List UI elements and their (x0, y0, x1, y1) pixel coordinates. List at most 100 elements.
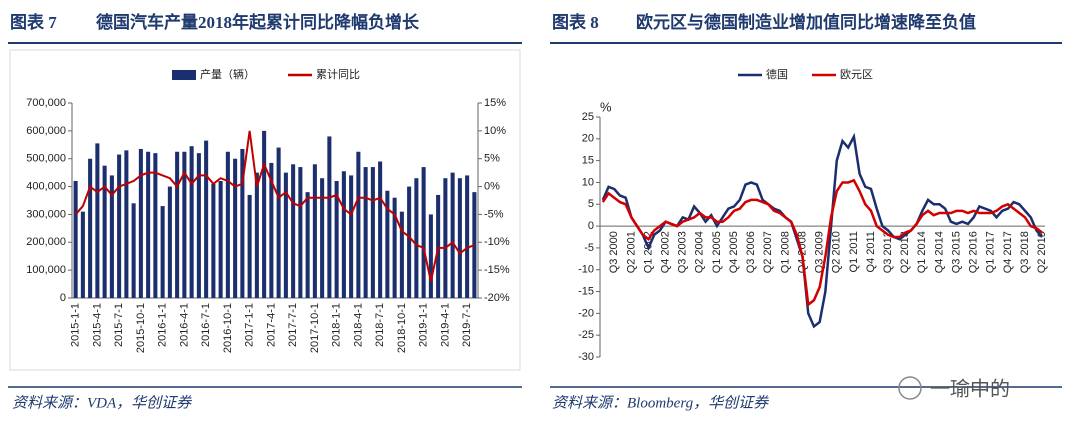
x-tick-label: 2018-4-1 (352, 303, 364, 347)
bar (153, 153, 158, 298)
x-tick-label: Q1 2011 (848, 231, 860, 272)
x-tick-label: Q2 2019 (1036, 231, 1048, 273)
bar (334, 181, 339, 298)
bar (465, 175, 470, 298)
x-tick-label: Q2 2004 (694, 231, 706, 273)
bar (421, 167, 426, 298)
bar (341, 171, 346, 298)
bar (305, 192, 310, 298)
source: 资料来源：VDA，华创证券 (12, 394, 192, 411)
x-tick-label: Q3 2018 (1019, 231, 1031, 273)
chart-frame (9, 49, 521, 371)
x-tick-label: 2016-1-1 (157, 303, 169, 347)
x-tick-label: 2017-4-1 (265, 303, 277, 347)
y-tick-label: -15% (484, 264, 510, 276)
y-tick-label: -20 (578, 307, 594, 319)
watermark: 一瑜中的 (930, 377, 1010, 401)
y-tick-label: 300,000 (26, 208, 66, 220)
x-tick-label: Q1 2005 (711, 231, 723, 273)
bar (428, 214, 433, 298)
line (601, 178, 1043, 307)
y-tick-label: -5 (584, 242, 594, 254)
figure-label: 图表 7 (10, 12, 57, 32)
bar (73, 181, 78, 298)
bar (182, 151, 187, 298)
line (74, 130, 475, 282)
bar (196, 153, 201, 298)
bar (254, 172, 259, 298)
bar (138, 148, 143, 298)
legend-label: 欧元区 (840, 68, 873, 81)
bar (269, 162, 274, 298)
y-tick-label: 15 (582, 155, 594, 167)
bar (399, 211, 404, 298)
bar (320, 178, 325, 298)
bar (443, 178, 448, 298)
bar (167, 186, 172, 298)
bar (370, 167, 375, 298)
bar (385, 190, 390, 298)
bar (247, 194, 252, 298)
bar (392, 197, 397, 298)
y-tick-label: 5 (588, 198, 594, 210)
x-tick-label: Q2 2001 (625, 231, 637, 273)
x-tick-label: 2017-7-1 (287, 303, 299, 347)
x-tick-label: 2018-7-1 (374, 303, 386, 347)
bar (211, 183, 216, 298)
x-tick-label: 2018-1-1 (331, 303, 343, 347)
y-tick-label: 400,000 (26, 180, 66, 192)
y-tick-label: 0% (484, 180, 500, 192)
y-tick-label: 700,000 (26, 97, 66, 109)
x-tick-label: Q1 2017 (985, 231, 997, 273)
bar (102, 165, 107, 298)
bar (356, 151, 361, 298)
bar (109, 175, 114, 298)
y-tick-label: 25 (582, 111, 594, 123)
x-tick-label: Q2 2007 (762, 231, 774, 273)
bar (175, 151, 180, 298)
x-tick-label: Q2 2013 (899, 231, 911, 273)
bar (363, 167, 368, 298)
x-tick-label: 2015-7-1 (113, 303, 125, 347)
x-tick-label: Q4 2002 (660, 231, 672, 273)
x-tick-label: Q3 2009 (814, 231, 826, 273)
y-tick-label: 100,000 (26, 264, 66, 276)
bar (407, 186, 412, 298)
y-tick-label: 200,000 (26, 236, 66, 248)
y-tick-label: -10% (484, 236, 510, 248)
x-tick-label: 2016-4-1 (178, 303, 190, 347)
y-tick-label: -10 (578, 264, 594, 276)
bar (414, 178, 419, 298)
bar (117, 154, 122, 298)
bar (450, 172, 455, 298)
y-tick-label: -5% (484, 208, 504, 220)
x-tick-label: Q3 2003 (677, 231, 689, 273)
bar (291, 164, 296, 298)
figure-label: 图表 8 (552, 12, 599, 32)
x-tick-label: Q1 2014 (916, 231, 928, 273)
x-tick-label: Q4 2017 (1002, 231, 1014, 273)
x-tick-label: 2018-10-1 (396, 303, 408, 353)
x-tick-label: 2017-1-1 (244, 303, 256, 347)
bar (349, 175, 354, 298)
bar (327, 136, 332, 298)
y-tick-label: -30 (578, 351, 594, 363)
x-tick-label: 2016-7-1 (200, 303, 212, 347)
bar (298, 167, 303, 298)
x-tick-label: Q3 2012 (882, 231, 894, 273)
x-tick-label: 2015-4-1 (91, 303, 103, 347)
chart-title: 欧元区与德国制造业增加值同比增速降至负值 (636, 12, 976, 32)
x-tick-label: 2015-1-1 (70, 303, 82, 347)
watermark-icon (898, 376, 922, 400)
x-tick-label: Q3 2006 (745, 231, 757, 273)
x-tick-label: Q3 2000 (608, 231, 620, 273)
y-tick-label: -20% (484, 292, 510, 304)
y-tick-label: 5% (484, 153, 500, 165)
bar (283, 172, 288, 298)
bar (436, 194, 441, 298)
legend-label: 累计同比 (316, 68, 360, 81)
bar (131, 203, 136, 298)
legend-swatch (172, 70, 196, 80)
y-tick-label: 0 (60, 292, 66, 304)
